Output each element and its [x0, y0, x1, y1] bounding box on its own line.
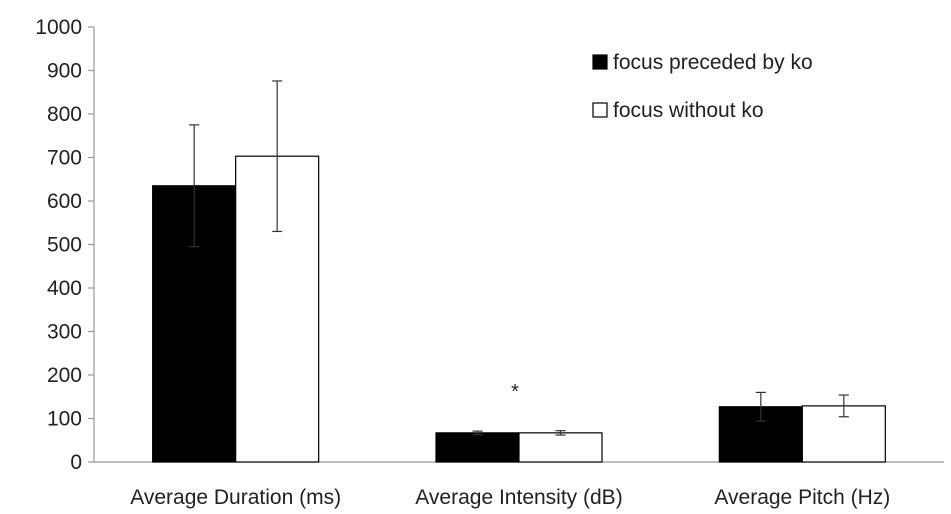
- y-tick-label: 100: [47, 408, 82, 431]
- y-tick-label: 1000: [35, 16, 82, 39]
- y-tick-label: 200: [47, 364, 82, 387]
- y-tick-label: 600: [47, 190, 82, 213]
- bars: [152, 155, 886, 463]
- y-tick-label: 700: [47, 147, 82, 170]
- legend: focus preceded by ko focus without ko: [592, 51, 813, 122]
- y-tick-label: 900: [47, 60, 82, 83]
- x-axis: Average Duration (ms) Average Intensity (…: [94, 461, 944, 509]
- annotations: *: [511, 381, 519, 403]
- x-category-label: Average Duration (ms): [130, 486, 341, 509]
- legend-swatch: [592, 54, 608, 70]
- legend-swatch: [592, 102, 608, 118]
- significance-marker: *: [511, 381, 519, 403]
- y-tick-label: 800: [47, 103, 82, 126]
- x-category-label: Average Intensity (dB): [415, 486, 622, 509]
- y-tick-label: 500: [47, 234, 82, 257]
- bar: [435, 432, 520, 463]
- legend-label: focus preceded by ko: [613, 51, 813, 74]
- x-category-label: Average Pitch (Hz): [714, 486, 890, 509]
- legend-label: focus without ko: [613, 99, 764, 122]
- y-axis: 0 100 200 300 400 500 600 700 800 900 1000: [35, 16, 95, 474]
- y-tick-label: 300: [47, 321, 82, 344]
- error-bars: [189, 80, 849, 436]
- bar: [518, 432, 603, 463]
- y-tick-label: 400: [47, 277, 82, 300]
- y-tick-label: 0: [70, 451, 82, 474]
